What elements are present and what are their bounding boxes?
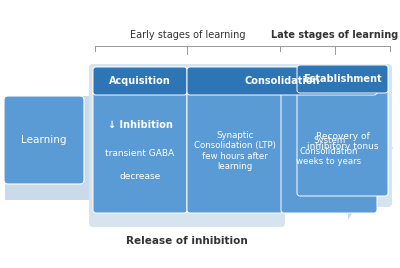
FancyBboxPatch shape [89, 64, 285, 227]
Text: Release of inhibition: Release of inhibition [126, 236, 248, 246]
FancyBboxPatch shape [281, 89, 377, 213]
FancyBboxPatch shape [4, 96, 84, 184]
Text: Consolidation: Consolidation [244, 76, 320, 86]
Text: Acquisition: Acquisition [109, 76, 171, 86]
Text: Synaptic
Consolidation (LTP)
few hours after
learning: Synaptic Consolidation (LTP) few hours a… [194, 131, 276, 171]
FancyBboxPatch shape [187, 89, 283, 213]
Text: Recovery of
inhibitory tonus: Recovery of inhibitory tonus [307, 132, 378, 151]
FancyBboxPatch shape [93, 67, 187, 95]
Text: Early stages of learning: Early stages of learning [130, 30, 245, 40]
Text: Establishment: Establishment [303, 74, 382, 84]
Text: Late stages of learning: Late stages of learning [271, 30, 399, 40]
FancyBboxPatch shape [297, 87, 388, 196]
Text: transient GABA: transient GABA [106, 149, 174, 158]
Text: ↓ Inhibition: ↓ Inhibition [108, 120, 172, 130]
FancyBboxPatch shape [297, 65, 388, 93]
FancyBboxPatch shape [93, 89, 187, 213]
Polygon shape [5, 76, 393, 220]
Text: decrease: decrease [119, 173, 161, 181]
Text: System
Consolidation
weeks to years: System Consolidation weeks to years [296, 136, 362, 166]
FancyBboxPatch shape [274, 64, 392, 207]
FancyBboxPatch shape [187, 67, 377, 95]
Text: Learning: Learning [21, 135, 67, 145]
